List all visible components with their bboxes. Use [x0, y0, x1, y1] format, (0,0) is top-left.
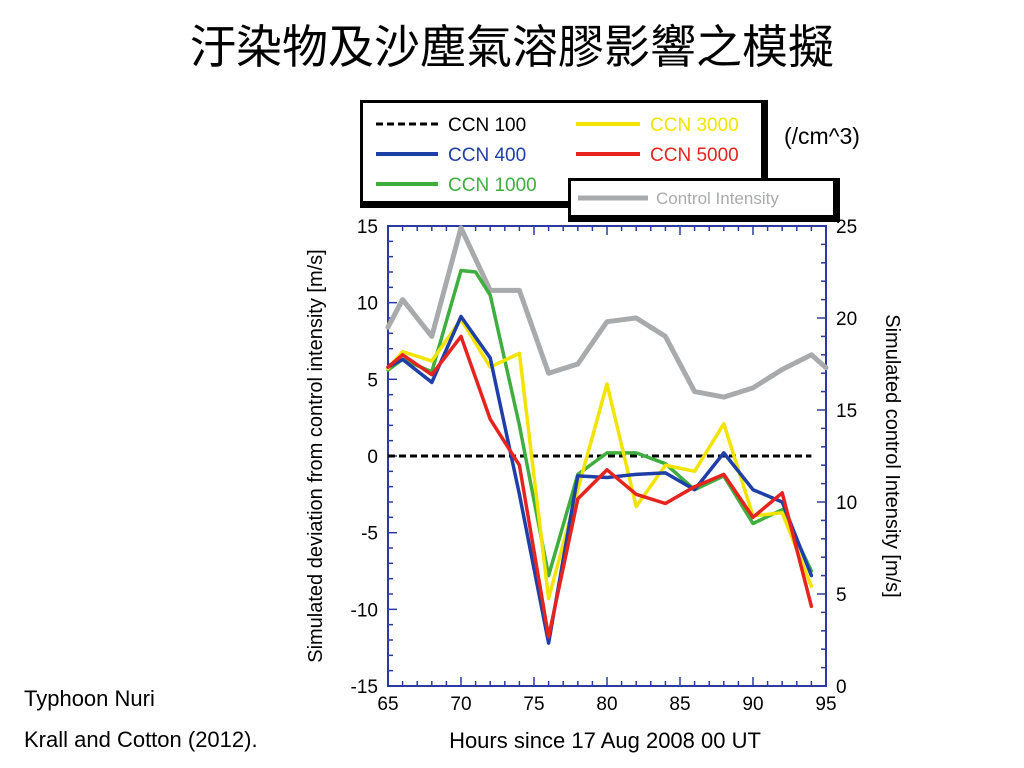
y2-axis-label: Simulated control Intensity [m/s] [881, 314, 903, 597]
legend-label-ccn400: CCN 400 [448, 145, 526, 166]
y2-tick-label: 15 [836, 401, 857, 422]
control-legend: Control Intensity [568, 178, 840, 222]
x-axis-label: Hours since 17 Aug 2008 00 UT [449, 728, 761, 753]
y-axis-label: Simulated deviation from control intensi… [305, 249, 327, 663]
series-line-ccn-5000 [386, 334, 814, 639]
ccn-unit-note: (/cm^3) [784, 123, 860, 149]
y2-tick-label: 20 [836, 309, 857, 330]
x-tick-label: 75 [523, 694, 544, 715]
caption-citation: Krall and Cotton (2012). [24, 727, 258, 752]
y-tick-label: 5 [367, 370, 378, 391]
legend-label-ccn1000: CCN 1000 [448, 175, 537, 196]
legend-label-ccn100: CCN 100 [448, 115, 526, 136]
x-tick-label: 85 [669, 694, 690, 715]
slide-title: 汙染物及沙塵氣溶膠影響之模擬 [190, 20, 834, 74]
series-line-ccn-400 [386, 314, 814, 645]
legend-label-control: Control Intensity [656, 189, 779, 208]
y2-tick-label: 0 [836, 677, 847, 698]
y-tick-label: 10 [357, 294, 378, 315]
y2-tick-label: 10 [836, 493, 857, 514]
x-tick-label: 95 [815, 694, 836, 715]
y2-tick-label: 5 [836, 585, 847, 606]
y2-tick-label: 25 [836, 217, 857, 238]
caption-typhoon-name: Typhoon Nuri [24, 686, 155, 711]
x-tick-label: 70 [450, 694, 471, 715]
x-axis-ticks: 65 70 75 80 85 90 95 [377, 226, 837, 715]
y-tick-label: -15 [351, 677, 378, 698]
y-tick-label: -10 [351, 600, 378, 621]
series-line-control-intensity [385, 225, 829, 400]
series-layer [385, 225, 829, 645]
y-tick-label: 15 [357, 217, 378, 238]
legend-label-ccn5000: CCN 5000 [650, 145, 739, 166]
right-axis-ticks: 25 20 15 10 5 0 [817, 217, 857, 698]
y-tick-label: -5 [361, 524, 378, 545]
legend-label-ccn3000: CCN 3000 [650, 115, 739, 136]
x-tick-label: 90 [742, 694, 763, 715]
left-axis-ticks: 15 10 5 0 -5 -10 -15 [351, 217, 397, 698]
y-tick-label: 0 [367, 447, 378, 468]
x-tick-label: 65 [377, 694, 398, 715]
x-tick-label: 80 [596, 694, 617, 715]
